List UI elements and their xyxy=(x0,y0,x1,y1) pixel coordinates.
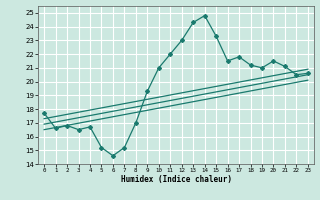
X-axis label: Humidex (Indice chaleur): Humidex (Indice chaleur) xyxy=(121,175,231,184)
